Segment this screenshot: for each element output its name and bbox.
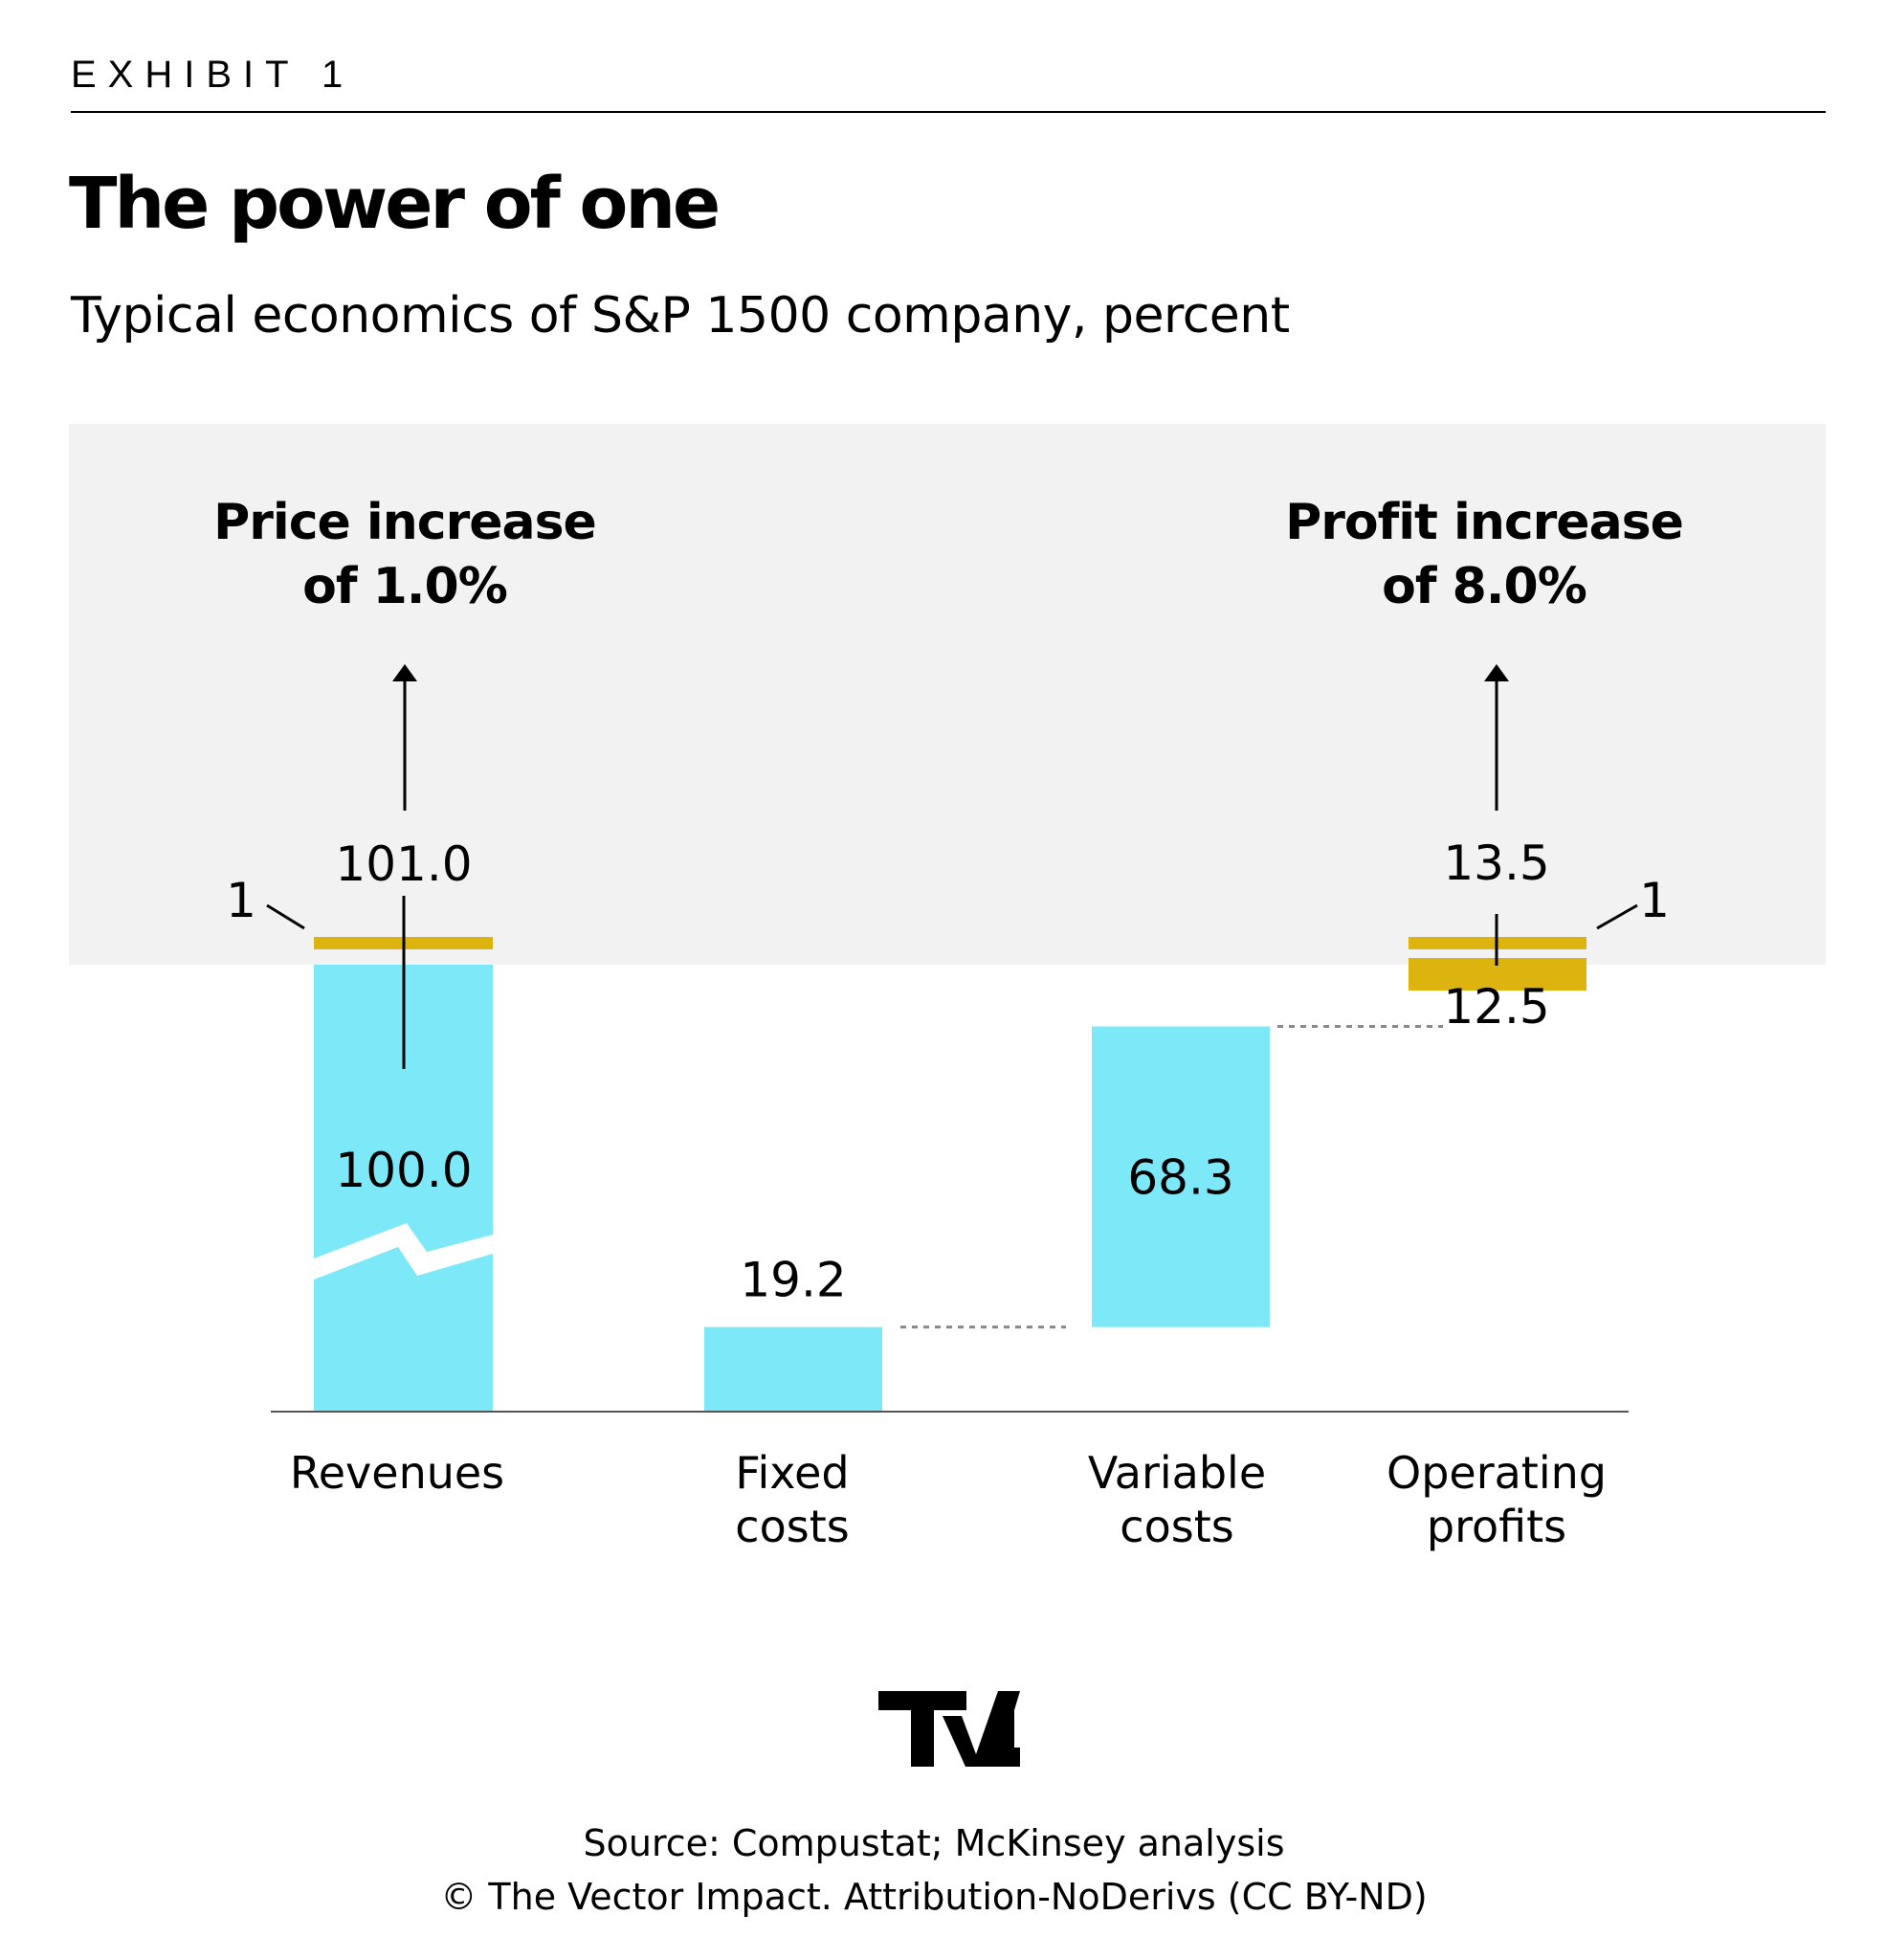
bar-variable-costs — [1092, 1026, 1270, 1327]
category-fixed-costs-line2: costs — [735, 1501, 849, 1552]
chart-subtitle: Typical economics of S&P 1500 company, p… — [71, 287, 1290, 345]
profit-arrow-icon — [1484, 664, 1509, 811]
bar-fixed-costs — [704, 1326, 882, 1412]
label-profits-after: 13.5 — [1443, 835, 1549, 891]
label-profits-base: 12.5 — [1443, 979, 1549, 1035]
category-operating-profits-line2: profits — [1427, 1501, 1566, 1552]
category-variable-costs-line2: costs — [1120, 1501, 1233, 1552]
profit-increase-leader — [1596, 903, 1638, 930]
label-revenues-after: 101.0 — [335, 836, 472, 892]
category-operating-profits-line1: Operating — [1387, 1447, 1607, 1499]
source-note: Source: Compustat; McKinsey analysis — [583, 1822, 1285, 1864]
price-increase-leader — [266, 903, 305, 930]
category-fixed-costs-line1: Fixed — [735, 1447, 849, 1499]
exhibit-label: EXHIBIT 1 — [71, 54, 355, 96]
category-variable-costs-line1: Variable — [1088, 1447, 1266, 1499]
profit-callout-line1: Profit increase — [1285, 494, 1683, 551]
header-rule — [71, 111, 1826, 113]
label-variable-costs: 68.3 — [1127, 1150, 1233, 1206]
tvi-logo — [878, 1691, 1020, 1767]
label-revenues-base: 100.0 — [335, 1143, 472, 1198]
chart-title: The power of one — [69, 163, 721, 245]
axis-break-mark — [314, 1223, 493, 1280]
label-price-increase: 1 — [226, 873, 256, 928]
highlight-panel — [69, 424, 1826, 965]
profit-callout-line2: of 8.0% — [1382, 558, 1586, 615]
category-revenues: Revenues — [290, 1447, 504, 1499]
price-arrow-icon — [392, 664, 417, 811]
copyright-note: © The Vector Impact. Attribution-NoDeriv… — [440, 1876, 1428, 1918]
price-callout-line1: Price increase — [213, 494, 596, 551]
label-fixed-costs: 19.2 — [740, 1253, 846, 1308]
label-profit-increase: 1 — [1639, 873, 1670, 928]
price-callout-line2: of 1.0% — [302, 558, 507, 615]
